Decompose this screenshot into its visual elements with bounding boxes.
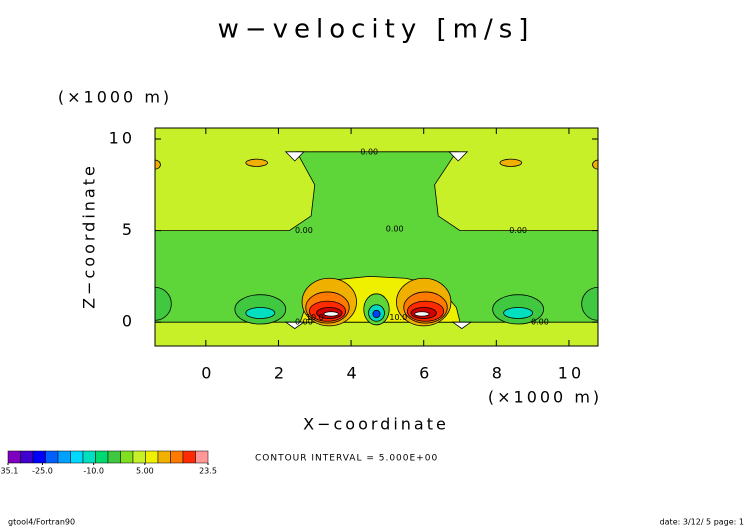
colorbar-swatch bbox=[32, 450, 46, 464]
contour-label: 0.00 bbox=[509, 226, 527, 235]
chart-title: w−velocity [m/s] bbox=[218, 15, 535, 45]
colorbar-swatch bbox=[82, 450, 96, 464]
x-tick-label: 8 bbox=[492, 364, 505, 383]
contour-label: 0.00 bbox=[360, 147, 378, 156]
x-tick-label: 4 bbox=[346, 364, 359, 383]
colorbar-swatch bbox=[195, 450, 209, 464]
contour-region bbox=[245, 307, 276, 319]
x-tick-label: 0 bbox=[201, 364, 214, 383]
contour-region bbox=[284, 151, 305, 162]
contour-interval: CONTOUR INTERVAL = 5.000E+00 bbox=[255, 454, 438, 464]
contour-region bbox=[499, 158, 523, 167]
contour-label: 0.00 bbox=[295, 318, 313, 327]
colorbar-label: -25.0 bbox=[32, 467, 53, 476]
x-axis-label: X−coordinate bbox=[303, 415, 449, 434]
colorbar-label: 5.00 bbox=[136, 467, 154, 476]
colorbar-swatch bbox=[182, 450, 196, 464]
x-unit: (×1000 m) bbox=[488, 388, 602, 407]
contour-region bbox=[451, 321, 473, 330]
contour-region bbox=[245, 158, 268, 167]
colorbar-swatch bbox=[107, 450, 121, 464]
colorbar-swatch bbox=[170, 450, 184, 464]
contour-region bbox=[284, 321, 306, 330]
colorbar-swatch bbox=[120, 450, 134, 464]
colorbar-swatch bbox=[20, 450, 34, 464]
contour-region bbox=[503, 307, 534, 319]
colorbar-swatch bbox=[70, 450, 84, 464]
colorbar-swatch bbox=[57, 450, 71, 464]
colorbar-label: -35.1 bbox=[0, 467, 18, 476]
colorbar-swatch bbox=[7, 450, 21, 464]
plot-frame bbox=[154, 127, 599, 347]
x-tick-label: 10 bbox=[558, 364, 584, 383]
footer-right: date: 3/12/ 5 page: 1 bbox=[660, 518, 744, 527]
contour-label: 10.0 bbox=[306, 313, 324, 322]
y-tick-label: 5 bbox=[122, 220, 135, 239]
colorbar-swatch bbox=[145, 450, 159, 464]
contour-label: 0.00 bbox=[531, 318, 549, 327]
contour-region bbox=[323, 311, 339, 317]
colorbar-swatch bbox=[132, 450, 146, 464]
y-tick-label: 10 bbox=[109, 128, 135, 147]
colorbar-label: -10.0 bbox=[83, 467, 104, 476]
contour-region bbox=[414, 311, 430, 317]
x-tick-label: 2 bbox=[274, 364, 287, 383]
contour-region bbox=[592, 159, 598, 170]
footer-left: gtool4/Fortran90 bbox=[8, 518, 75, 527]
colorbar-swatch bbox=[157, 450, 171, 464]
contour-region bbox=[448, 151, 469, 162]
x-tick-label: 6 bbox=[419, 364, 432, 383]
y-axis-label: Z−coordinate bbox=[80, 163, 99, 309]
contour-label: 10.0 bbox=[389, 313, 407, 322]
contour-region bbox=[581, 286, 598, 321]
colorbar-swatch bbox=[95, 450, 109, 464]
colorbar-label: 23.5 bbox=[199, 467, 217, 476]
contour-label: 0.00 bbox=[295, 226, 313, 235]
y-tick-label: 0 bbox=[122, 312, 135, 331]
contour-label: 0.00 bbox=[386, 224, 404, 233]
contour-region bbox=[155, 286, 172, 321]
y-unit: (×1000 m) bbox=[58, 88, 172, 107]
colorbar-swatch bbox=[45, 450, 59, 464]
contour-region bbox=[372, 309, 381, 319]
